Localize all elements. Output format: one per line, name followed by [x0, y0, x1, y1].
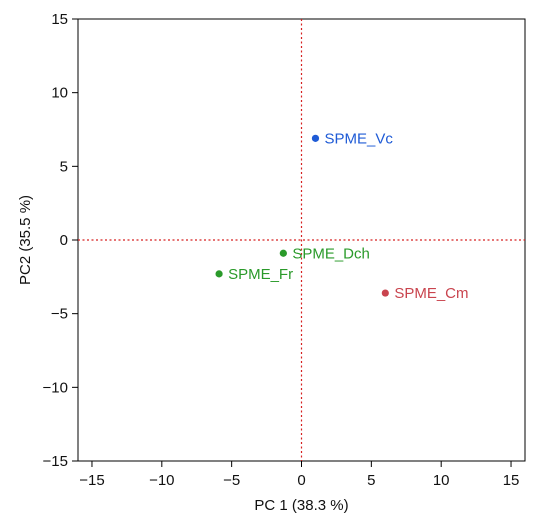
x-tick-label: 10 [433, 472, 450, 489]
data-point-label: SPME_Dch [292, 245, 370, 262]
x-tick-label: −5 [223, 472, 240, 489]
data-points: SPME_Vc SPME_Dch SPME_Fr SPME_Cm [215, 130, 469, 302]
x-axis-label: PC 1 (38.3 %) [254, 497, 348, 514]
y-tick-label: 10 [51, 85, 68, 102]
x-tick-label: −10 [149, 472, 174, 489]
x-tick-label: 5 [367, 472, 375, 489]
data-point [311, 134, 320, 142]
y-axis-ticks: −15 −10 −5 0 5 10 15 [43, 11, 78, 470]
data-point-label: SPME_Cm [394, 285, 468, 302]
data-point [279, 249, 287, 257]
data-point-label: SPME_Fr [228, 266, 293, 283]
x-axis-ticks: −15 −10 −5 0 5 10 15 [79, 461, 519, 489]
data-point-label: SPME_Vc [324, 130, 393, 147]
x-tick-label: 0 [297, 472, 305, 489]
y-tick-label: −5 [51, 306, 68, 323]
x-tick-label: −15 [79, 472, 104, 489]
y-tick-label: 0 [60, 232, 68, 249]
y-tick-label: 5 [60, 158, 68, 175]
reference-lines [78, 19, 525, 461]
data-point [381, 289, 389, 297]
data-point [215, 270, 223, 278]
y-axis-label: PC2 (35.5 %) [17, 195, 34, 285]
y-tick-label: −10 [43, 379, 68, 396]
y-tick-label: −15 [43, 453, 68, 470]
y-tick-label: 15 [51, 11, 68, 28]
x-tick-label: 15 [503, 472, 520, 489]
